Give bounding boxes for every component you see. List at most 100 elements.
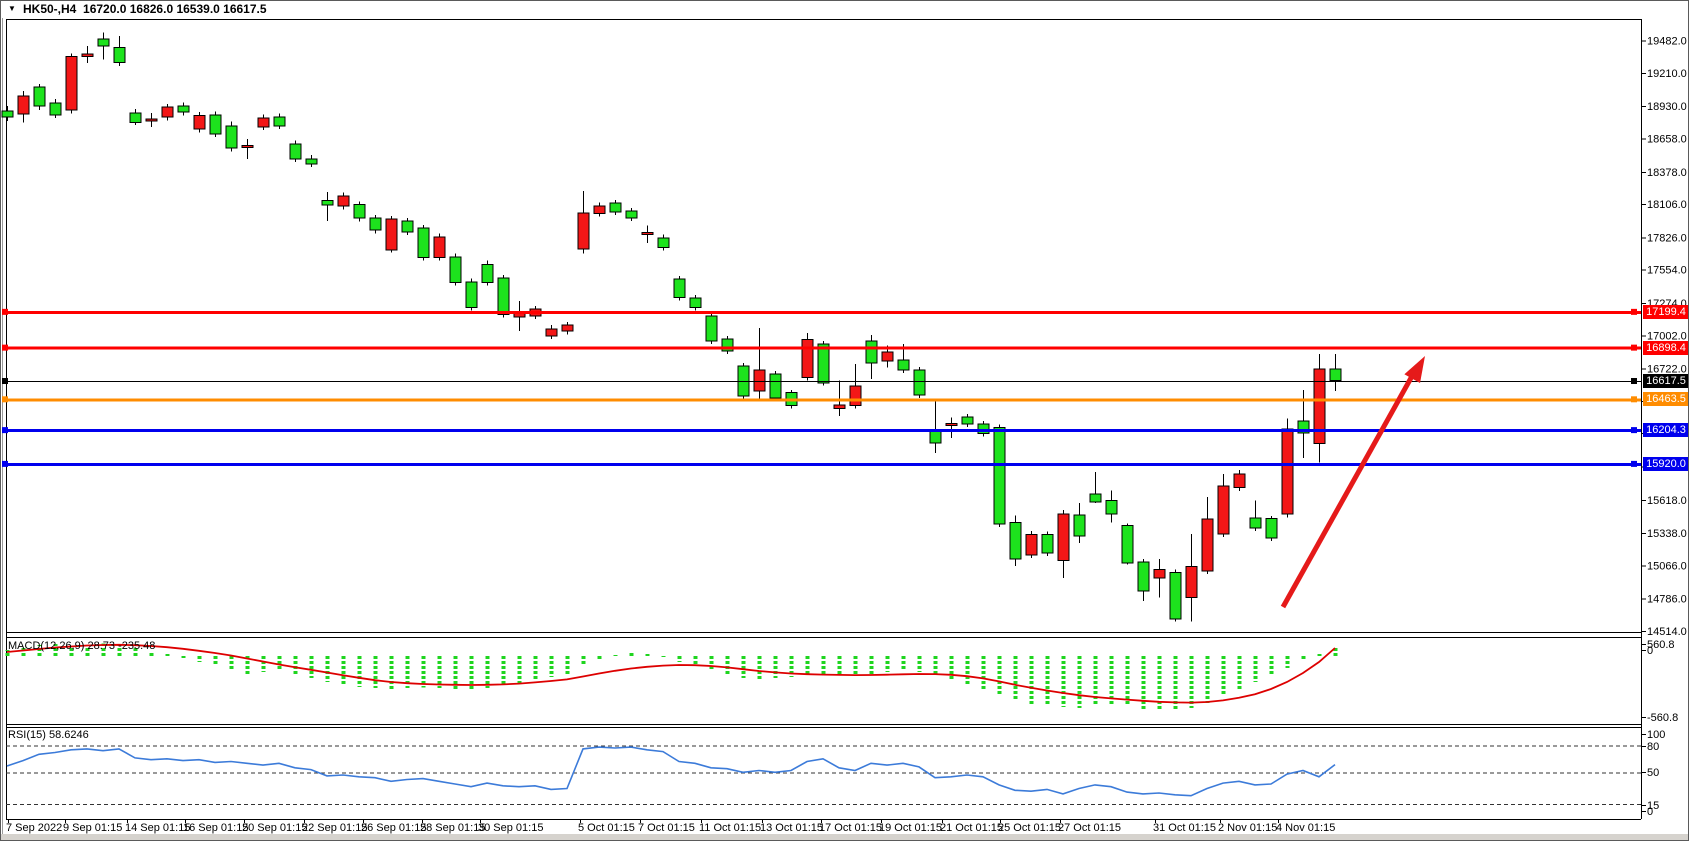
bull-candle [465, 281, 478, 309]
bull-candle [769, 373, 782, 399]
bull-candle [913, 369, 926, 396]
bull-candle [497, 277, 510, 316]
bear-candle [593, 205, 606, 215]
bull-candle [481, 263, 494, 284]
resistance-line-1-right-marker[interactable] [1631, 308, 1637, 315]
bull-candle [129, 112, 142, 123]
bull-candle [401, 220, 414, 233]
bull-candle [1297, 420, 1310, 434]
rsi-indicator-label: RSI(15) 58.6246 [8, 729, 89, 741]
macd-axis-label: 560.8 [1647, 639, 1675, 651]
time-axis-label: 30 Sep 01:15 [478, 822, 543, 834]
bull-candle [369, 217, 382, 231]
bear-candle [385, 218, 398, 251]
resistance-line-2-price-badge: 16898.4 [1643, 341, 1688, 355]
bear-candle [145, 118, 158, 122]
support-line-2-price-badge: 15920.0 [1643, 457, 1688, 471]
macd-name: MACD(12,26,9) [8, 640, 85, 652]
price-axis-label: 19210.0 [1647, 68, 1687, 80]
bull-candle [657, 237, 670, 249]
macd-panel: 560.80 -560.8 [5, 639, 1678, 724]
time-axis-label: 16 Sep 01:15 [183, 822, 248, 834]
rsi-line [6, 746, 1336, 797]
bull-candle [1041, 534, 1054, 554]
time-axis-label: 5 Oct 01:15 [578, 822, 635, 834]
bear-candle [1313, 368, 1326, 445]
bear-candle [81, 53, 94, 57]
annotations [1280, 356, 1425, 609]
bear-candle [753, 369, 766, 392]
support-line-1-left-marker[interactable] [2, 427, 8, 434]
support-line-1-price-badge: 16204.3 [1643, 423, 1688, 437]
support-line-2-right-marker[interactable] [1631, 460, 1637, 467]
price-axis-label: 17826.0 [1647, 232, 1687, 244]
bull-candle [1, 110, 14, 118]
price-axis-label: 17002.0 [1647, 330, 1687, 342]
bull-candle [225, 125, 238, 149]
bull-candle [33, 86, 46, 107]
bear-candle [1025, 534, 1038, 556]
current-price-line-right-marker[interactable] [1631, 378, 1637, 385]
current-price-line-left-marker[interactable] [2, 378, 8, 385]
time-axis-label: 2 Nov 01:15 [1218, 822, 1277, 834]
pivot-line-right-marker[interactable] [1631, 396, 1637, 403]
bear-candle [577, 212, 590, 250]
bull-candle [609, 202, 622, 213]
resistance-line-1-price-badge: 17199.4 [1643, 305, 1688, 319]
time-axis-label: 14 Sep 01:15 [125, 822, 190, 834]
bear-candle [1233, 473, 1246, 489]
pivot-line-left-marker[interactable] [2, 396, 8, 403]
bull-candle [273, 116, 286, 127]
bull-candle [1121, 525, 1134, 564]
trend-arrow-up[interactable] [1280, 367, 1419, 609]
resistance-line-2-left-marker[interactable] [2, 344, 8, 351]
bull-candle [289, 143, 302, 160]
time-axis-label: 13 Oct 01:15 [760, 822, 823, 834]
bull-candle [1089, 493, 1102, 503]
bull-candle [817, 343, 830, 384]
rsi-axis-label: 100 [1647, 729, 1665, 741]
resistance-line-2-right-marker[interactable] [1631, 344, 1637, 351]
bull-candle [929, 430, 942, 444]
price-axis-label: 16722.0 [1647, 364, 1687, 376]
bear-candle [545, 328, 558, 337]
bull-candle [1249, 517, 1262, 529]
support-line-1-right-marker[interactable] [1631, 427, 1637, 434]
bull-candle [209, 114, 222, 135]
bull-candle [1105, 500, 1118, 515]
trend-arrow-up-head [1404, 356, 1425, 384]
price-axis-label: 15066.0 [1647, 560, 1687, 572]
support-line-2-left-marker[interactable] [2, 460, 8, 467]
candlestick-series [1, 32, 1342, 622]
time-axis-label: 4 Nov 01:15 [1276, 822, 1335, 834]
rsi-value: 58.6246 [48, 729, 89, 741]
window-bottom-edge [1, 834, 1688, 840]
bull-candle [353, 203, 366, 219]
price-axis-label: 14786.0 [1647, 594, 1687, 606]
current-price-line-price-badge: 16617.5 [1643, 374, 1688, 388]
bull-candle [1137, 561, 1150, 592]
bull-candle [1169, 572, 1182, 620]
time-axis-label: 11 Oct 01:15 [699, 822, 761, 834]
bear-candle [257, 117, 270, 128]
bull-candle [305, 158, 318, 165]
bull-candle [1009, 522, 1022, 560]
price-axis-label: 18378.0 [1647, 167, 1687, 179]
bull-candle [897, 359, 910, 371]
symbol-dropdown-icon[interactable]: ▼ [8, 4, 16, 13]
bear-candle [1281, 428, 1294, 515]
bull-candle [961, 416, 974, 425]
bull-candle [993, 427, 1006, 525]
rsi-axis-label: 15 [1647, 800, 1659, 812]
bull-candle [625, 210, 638, 219]
resistance-line-1-left-marker[interactable] [2, 308, 8, 315]
price-axis-label: 18930.0 [1647, 101, 1687, 113]
bull-candle [977, 423, 990, 435]
bull-candle [689, 297, 702, 309]
time-axis-label: 9 Sep 01:15 [63, 822, 122, 834]
bull-candle [97, 38, 110, 47]
bear-candle [1185, 566, 1198, 599]
